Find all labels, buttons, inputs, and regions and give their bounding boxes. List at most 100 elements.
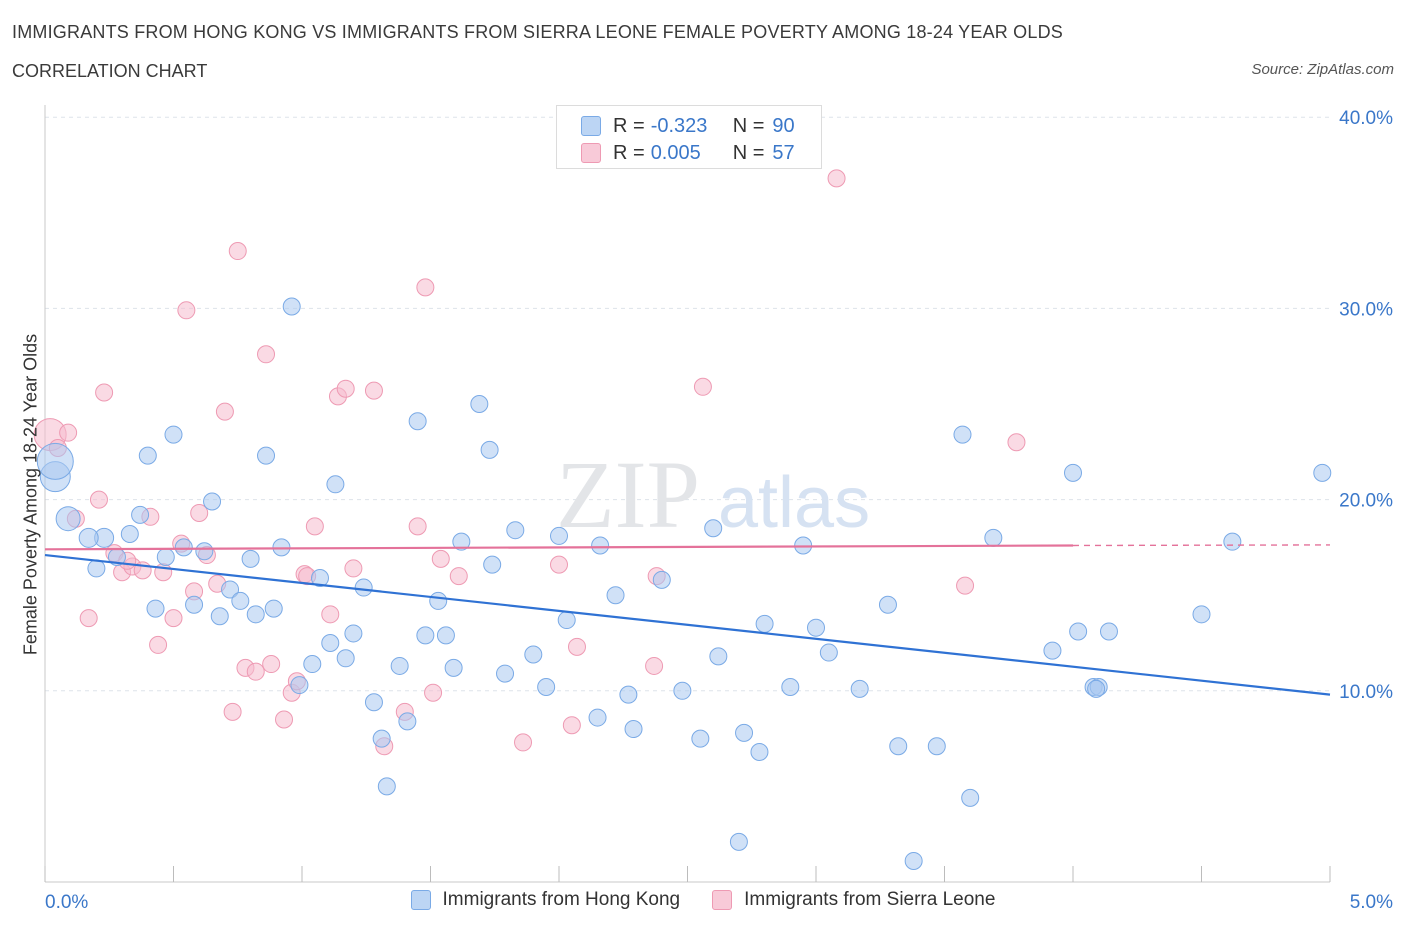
point-hong-kong <box>131 505 150 524</box>
trend-line-sierra-leone <box>44 544 1074 551</box>
point-sierra-leone <box>321 605 340 624</box>
point-hong-kong <box>377 777 396 796</box>
series-sierra-leone-points <box>33 169 1026 756</box>
point-hong-kong <box>156 547 175 566</box>
point-hong-kong <box>390 656 409 675</box>
point-hong-kong <box>78 527 99 548</box>
legend-r-value: -0.323 <box>650 114 708 137</box>
point-sierra-leone <box>246 662 265 681</box>
point-hong-kong <box>927 737 946 756</box>
point-sierra-leone <box>408 517 427 536</box>
point-hong-kong <box>819 643 838 662</box>
point-sierra-leone <box>223 702 242 721</box>
point-hong-kong <box>146 599 165 618</box>
point-sierra-leone <box>693 377 712 396</box>
legend-r-value: 0.005 <box>650 141 701 164</box>
point-hong-kong <box>398 712 417 731</box>
point-hong-kong <box>174 538 193 557</box>
point-hong-kong <box>750 742 769 761</box>
point-sierra-leone <box>190 503 209 522</box>
point-hong-kong <box>606 586 625 605</box>
point-hong-kong <box>691 729 710 748</box>
point-hong-kong <box>1043 641 1062 660</box>
legend-n-value: 90 <box>772 114 795 137</box>
point-sierra-leone <box>59 423 78 442</box>
point-hong-kong <box>524 645 543 664</box>
point-sierra-leone <box>275 710 294 729</box>
point-sierra-leone <box>215 402 234 421</box>
x-tick-label: 5.0% <box>1350 892 1393 913</box>
point-hong-kong <box>264 599 283 618</box>
point-hong-kong <box>452 532 471 551</box>
point-sierra-leone <box>364 381 383 400</box>
point-hong-kong <box>221 580 240 599</box>
point-hong-kong <box>1069 622 1088 641</box>
legend-swatch-pink <box>581 143 601 163</box>
watermark-atlas: atlas <box>718 463 870 543</box>
point-hong-kong <box>282 297 301 316</box>
point-sierra-leone <box>89 490 108 509</box>
point-hong-kong <box>344 624 363 643</box>
x-tick-labels: 0.0% 5.0% <box>45 892 1393 913</box>
legend-r-label: R = <box>613 141 645 164</box>
y-tick-labels: 10.0% 20.0% 30.0% 40.0% <box>1339 108 1393 703</box>
point-sierra-leone <box>164 609 183 628</box>
point-hong-kong <box>231 591 250 610</box>
point-hong-kong <box>120 525 139 544</box>
point-hong-kong <box>470 395 489 413</box>
point-sierra-leone <box>514 733 533 752</box>
point-hong-kong <box>588 708 607 727</box>
trend-line-hong-kong <box>44 553 1331 696</box>
point-hong-kong <box>185 595 204 614</box>
point-hong-kong <box>195 542 214 561</box>
point-hong-kong <box>326 475 345 494</box>
point-hong-kong <box>729 832 748 851</box>
point-hong-kong <box>203 492 222 511</box>
point-hong-kong <box>444 658 463 677</box>
point-sierra-leone <box>645 656 664 675</box>
point-hong-kong <box>904 851 923 870</box>
point-hong-kong <box>436 626 455 645</box>
series-legend: Immigrants from Hong Kong Immigrants fro… <box>0 889 1406 911</box>
axes <box>44 105 1331 883</box>
point-sierra-leone <box>344 559 363 578</box>
point-hong-kong <box>290 676 309 695</box>
legend-r-label: R = <box>613 114 645 137</box>
point-sierra-leone <box>149 635 168 654</box>
watermark: ZIP atlas <box>556 441 870 548</box>
point-sierra-leone <box>562 716 581 735</box>
point-hong-kong <box>210 607 229 626</box>
point-sierra-leone <box>827 169 846 188</box>
point-hong-kong <box>557 611 576 630</box>
legend-swatch-pink <box>712 890 733 910</box>
legend-n-label: N = <box>732 141 765 164</box>
point-hong-kong <box>55 506 81 532</box>
point-hong-kong <box>303 655 322 674</box>
point-hong-kong <box>1313 463 1332 482</box>
point-hong-kong <box>550 526 568 545</box>
point-sierra-leone <box>177 301 196 320</box>
point-hong-kong <box>429 591 448 610</box>
point-hong-kong <box>1099 622 1118 641</box>
y-axis-label: Female Poverty Among 18-24 Year Olds <box>20 333 41 656</box>
point-hong-kong <box>704 519 723 538</box>
point-sierra-leone <box>79 609 98 628</box>
point-hong-kong <box>246 605 265 624</box>
point-hong-kong <box>673 681 692 700</box>
point-hong-kong <box>310 568 329 587</box>
point-sierra-leone <box>424 683 443 702</box>
legend-item-sierra-leone[interactable]: Immigrants from Sierra Leone <box>712 889 995 911</box>
point-hong-kong <box>1192 605 1211 624</box>
legend-label: Immigrants from Hong Kong <box>442 889 681 910</box>
legend-label: Immigrants from Sierra Leone <box>744 889 996 910</box>
point-hong-kong <box>257 446 276 465</box>
legend-item-hong-kong[interactable]: Immigrants from Hong Kong <box>410 889 681 911</box>
point-sierra-leone <box>95 383 114 402</box>
point-sierra-leone <box>257 345 276 364</box>
chart-title: IMMIGRANTS FROM HONG KONG VS IMMIGRANTS … <box>12 22 1063 42</box>
point-hong-kong <box>537 677 556 696</box>
legend-swatch-blue <box>410 890 431 910</box>
point-hong-kong <box>961 788 980 807</box>
point-sierra-leone <box>1007 433 1026 452</box>
